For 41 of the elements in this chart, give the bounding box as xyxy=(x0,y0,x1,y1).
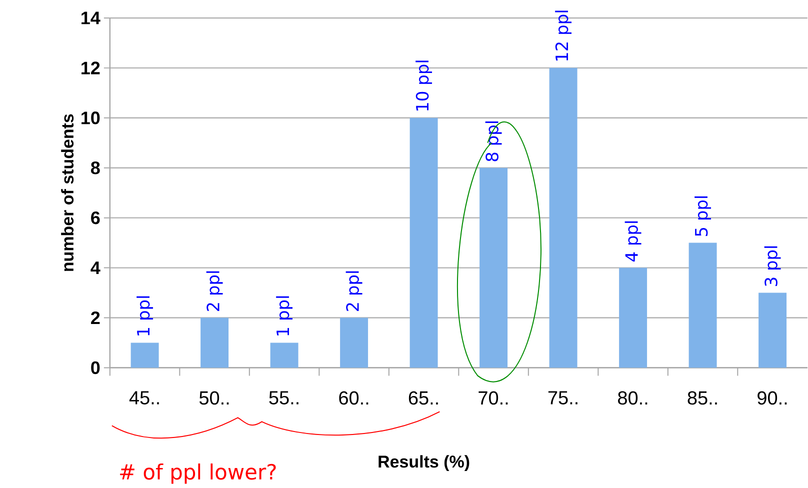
bar xyxy=(200,318,229,368)
data-label: 8 ppl xyxy=(485,122,502,162)
data-label: 1 ppl xyxy=(136,296,154,336)
y-tick-label: 14 xyxy=(82,12,100,24)
data-label: 5 ppl xyxy=(694,196,712,236)
y-axis-title: number of students xyxy=(61,114,74,272)
bar xyxy=(480,168,508,368)
x-tick-label: 80.. xyxy=(618,391,648,405)
x-tick-label: 70.. xyxy=(478,391,508,405)
data-label: 2 ppl xyxy=(206,272,223,312)
data-label: 3 ppl xyxy=(764,246,781,286)
bar xyxy=(758,292,787,368)
x-tick-label: 50.. xyxy=(199,391,229,405)
data-label: 10 ppl xyxy=(416,60,432,111)
bar xyxy=(130,342,159,368)
data-label: 2 ppl xyxy=(346,272,362,312)
y-tick-label: 10 xyxy=(82,112,100,124)
bar xyxy=(549,68,578,368)
y-tick-label: 0 xyxy=(91,362,100,374)
bar xyxy=(270,342,298,368)
x-tick-label: 75.. xyxy=(548,391,578,405)
y-tick-label: 4 xyxy=(90,262,100,274)
y-tick-label: 2 xyxy=(91,312,100,324)
bar xyxy=(619,268,648,368)
x-tick-label: 85.. xyxy=(688,391,717,405)
y-tick-label: 8 xyxy=(90,162,100,174)
x-tick-label: 55.. xyxy=(269,391,298,405)
y-tick-label: 6 xyxy=(91,212,100,224)
x-tick-label: 65.. xyxy=(408,391,438,405)
x-tick-label: 45.. xyxy=(129,391,159,405)
data-label: 1 ppl xyxy=(276,296,293,336)
y-tick-label: 12 xyxy=(82,62,100,74)
text: # of ppl lower? xyxy=(120,464,276,484)
x-axis-title: Results (%) xyxy=(378,455,470,472)
bar xyxy=(340,318,368,368)
bar xyxy=(688,242,717,368)
data-label: 12 ppl xyxy=(555,10,572,61)
data-label: 4 ppl xyxy=(624,222,642,262)
x-tick-label: 60.. xyxy=(339,391,368,405)
bar xyxy=(410,118,438,368)
x-tick-label: 90.. xyxy=(758,391,787,405)
